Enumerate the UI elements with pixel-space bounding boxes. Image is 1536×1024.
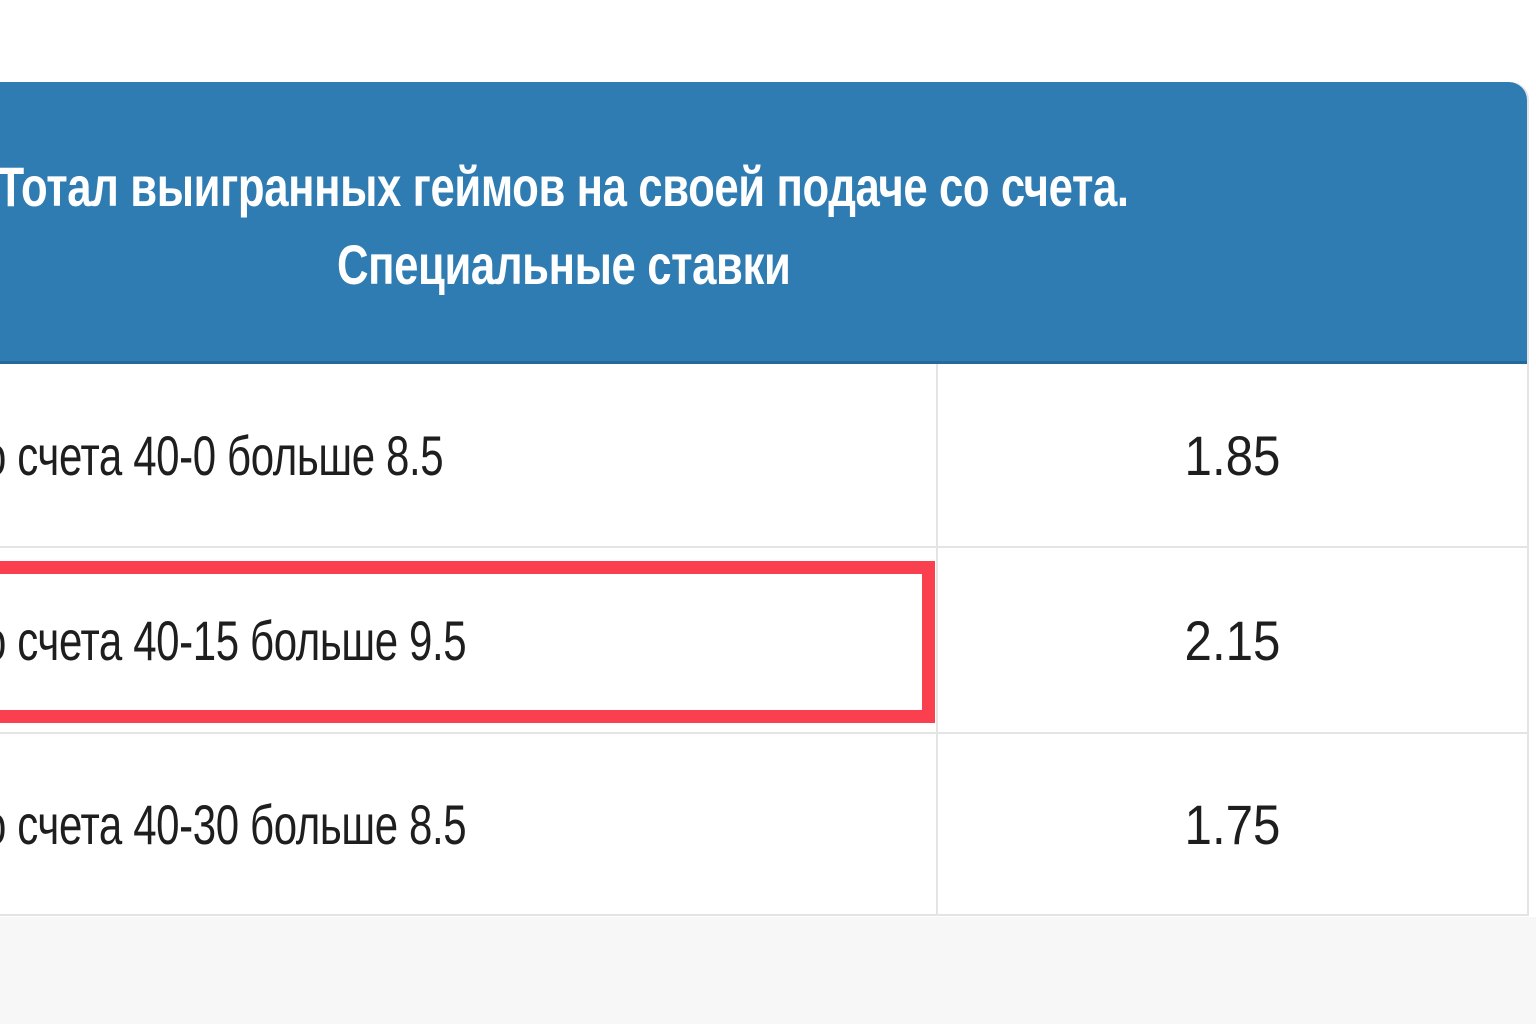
- market-title-line1: Тотал выигранных геймов на своей подаче …: [0, 154, 1130, 218]
- bet-label-cell: о счета 40-0 больше 8.5: [0, 364, 938, 546]
- market-table: Тотал выигранных геймов на своей подаче …: [0, 82, 1529, 916]
- odds-button[interactable]: 1.85: [938, 364, 1527, 546]
- bet-label: о счета 40-0 больше 8.5: [0, 423, 444, 487]
- odds-value: 1.75: [1184, 792, 1281, 856]
- odds-value: 2.15: [1184, 608, 1281, 672]
- table-row: о счета 40-30 больше 8.5 1.75: [0, 734, 1527, 916]
- bet-label-cell: о счета 40-15 больше 9.5: [0, 548, 938, 732]
- market-header: Тотал выигранных геймов на своей подаче …: [0, 82, 1527, 364]
- market-title-line2: Специальные ставки: [336, 232, 791, 296]
- bet-label: о счета 40-30 больше 8.5: [0, 792, 467, 856]
- table-row: о счета 40-15 больше 9.5 2.15: [0, 548, 1527, 734]
- bet-label: о счета 40-15 больше 9.5: [0, 608, 467, 672]
- market-rows: о счета 40-0 больше 8.5 1.85 о счета 40-…: [0, 364, 1527, 916]
- odds-button[interactable]: 2.15: [938, 548, 1527, 732]
- odds-value: 1.85: [1184, 423, 1281, 487]
- page-background-strip: [0, 917, 1536, 1024]
- table-row: о счета 40-0 больше 8.5 1.85: [0, 364, 1527, 548]
- bet-label-cell: о счета 40-30 больше 8.5: [0, 734, 938, 914]
- odds-button[interactable]: 1.75: [938, 734, 1527, 914]
